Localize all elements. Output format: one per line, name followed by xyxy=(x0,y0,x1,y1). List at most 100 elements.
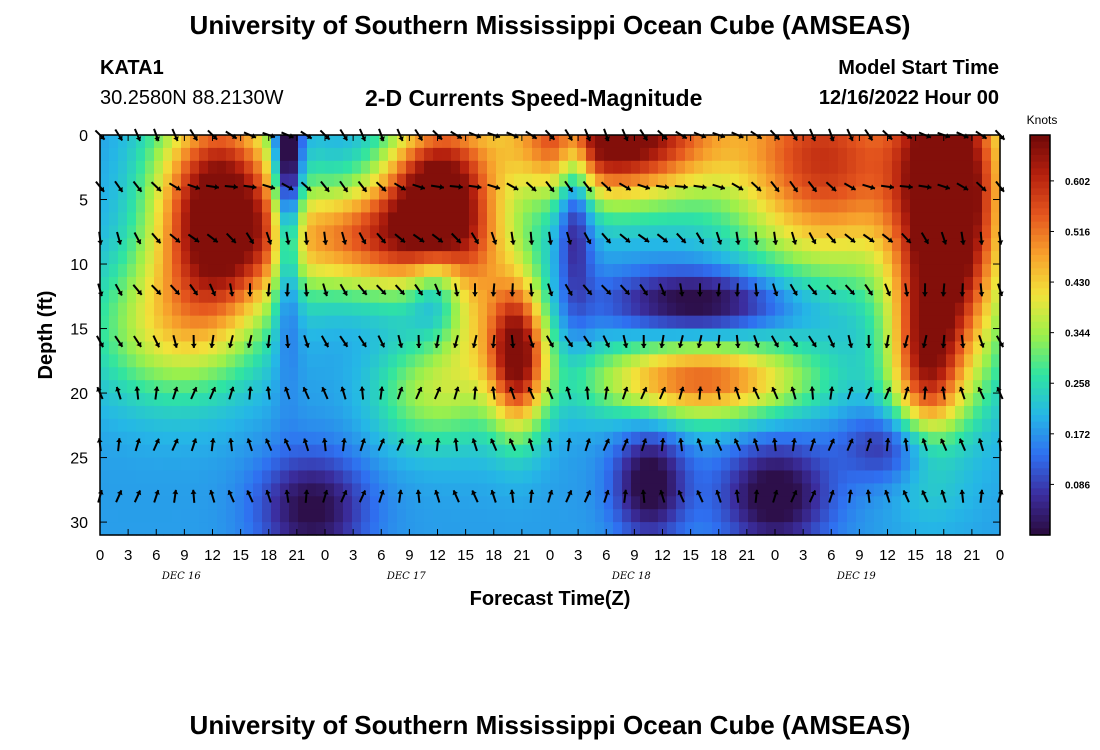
heat-cell xyxy=(451,496,461,510)
heat-cell xyxy=(217,457,227,472)
heat-cell xyxy=(163,212,173,226)
heat-cell xyxy=(244,354,254,368)
heat-cell xyxy=(190,147,200,162)
heat-cell xyxy=(685,418,695,433)
heat-cell xyxy=(595,160,605,175)
heat-cell xyxy=(793,405,803,420)
current-arrow-head xyxy=(266,239,273,245)
heat-cell xyxy=(874,302,884,317)
heat-cell xyxy=(874,147,884,162)
x-tick-label: 3 xyxy=(124,547,132,564)
heat-cell xyxy=(352,160,362,175)
current-arrow-head xyxy=(734,489,741,495)
heat-cell xyxy=(748,186,758,201)
heat-cell xyxy=(739,328,749,343)
heat-cell xyxy=(550,147,560,162)
current-arrow-head xyxy=(283,386,290,392)
heat-cell xyxy=(208,509,218,523)
heat-cell xyxy=(919,354,929,368)
heat-cell xyxy=(541,483,551,497)
heat-cell xyxy=(820,470,830,484)
heat-cell xyxy=(289,470,299,484)
heat-cell xyxy=(352,173,362,188)
heat-cell xyxy=(946,483,956,497)
heat-cell xyxy=(955,496,965,510)
heat-cell xyxy=(622,289,632,304)
heat-cell xyxy=(586,354,596,368)
heat-cell xyxy=(568,160,578,175)
colorbar-segment xyxy=(1030,428,1050,436)
heat-cell xyxy=(307,393,317,407)
heat-cell xyxy=(460,212,470,226)
heat-cell xyxy=(397,212,407,226)
heat-cell xyxy=(640,315,650,330)
heat-cell xyxy=(451,341,461,355)
heat-cell xyxy=(442,186,452,201)
heat-cell xyxy=(370,186,380,201)
current-arrow-head xyxy=(921,438,927,444)
heat-cell xyxy=(397,264,407,278)
heat-cell xyxy=(109,225,119,239)
heat-cell xyxy=(595,354,605,368)
heat-cell xyxy=(154,444,164,459)
heat-cell xyxy=(712,135,722,149)
heat-cell xyxy=(541,457,551,472)
heat-cell xyxy=(982,354,992,368)
heat-cell xyxy=(991,380,1001,394)
heat-cell xyxy=(460,483,470,497)
x-tick-label: 15 xyxy=(907,547,924,564)
heat-cell xyxy=(604,457,614,472)
heat-cell xyxy=(541,302,551,317)
heat-cell xyxy=(802,212,812,226)
heat-cell xyxy=(937,199,947,214)
heat-cell xyxy=(163,251,173,265)
current-arrow-head xyxy=(927,184,932,190)
heat-cell xyxy=(244,160,254,175)
heat-cell xyxy=(406,393,416,407)
heat-cell xyxy=(658,264,668,278)
heat-cell xyxy=(802,186,812,201)
heat-cell xyxy=(514,289,524,304)
heat-cell xyxy=(316,496,326,510)
heat-cell xyxy=(289,405,299,420)
current-arrow-head xyxy=(849,289,855,295)
heat-cell xyxy=(613,470,623,484)
station-coords: 30.2580N 88.2130W xyxy=(100,87,284,109)
heat-cell xyxy=(595,341,605,355)
heat-cell xyxy=(982,341,992,355)
heat-cell xyxy=(829,393,839,407)
heat-cell xyxy=(919,509,929,523)
heat-cell xyxy=(388,522,398,536)
heat-cell xyxy=(478,238,488,252)
heat-cell xyxy=(118,367,128,381)
current-arrow-head xyxy=(792,490,798,496)
heat-cell xyxy=(676,225,686,239)
heat-cell xyxy=(784,147,794,162)
heat-cell xyxy=(136,315,146,330)
heat-cell xyxy=(622,225,632,239)
heat-cell xyxy=(622,302,632,317)
heat-cell xyxy=(739,418,749,433)
heat-cell xyxy=(937,367,947,381)
current-arrow-head xyxy=(677,343,684,348)
heat-cell xyxy=(208,212,218,226)
heat-cell xyxy=(757,315,767,330)
heat-cell xyxy=(847,393,857,407)
heat-cell xyxy=(370,264,380,278)
heat-cell xyxy=(838,225,848,239)
heat-cell xyxy=(838,328,848,343)
heat-cell xyxy=(289,341,299,355)
heat-cell xyxy=(946,354,956,368)
heat-cell xyxy=(820,264,830,278)
heat-cell xyxy=(946,160,956,175)
heat-cell xyxy=(559,418,569,433)
heat-cell xyxy=(325,276,335,291)
heat-cell xyxy=(208,405,218,420)
heat-cell xyxy=(622,238,632,252)
heat-cell xyxy=(973,276,983,291)
heat-cell xyxy=(982,367,992,381)
heat-cell xyxy=(604,302,614,317)
heat-cell xyxy=(892,276,902,291)
heat-cell xyxy=(775,264,785,278)
heat-cell xyxy=(334,199,344,214)
